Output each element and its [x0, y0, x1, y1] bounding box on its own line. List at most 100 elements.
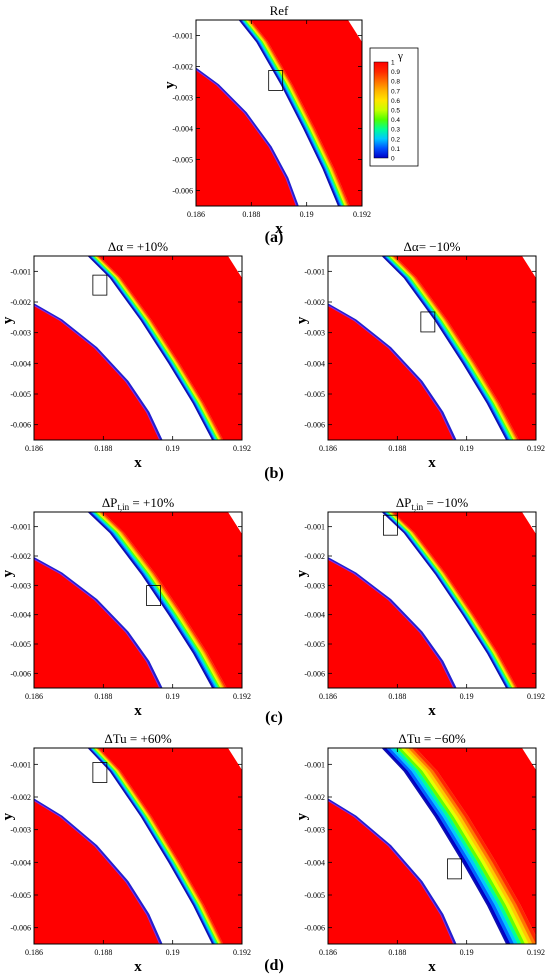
- panel-title: ΔTu = +60%: [104, 731, 172, 746]
- plot-frame: [327, 255, 537, 441]
- x-axis-label: x: [428, 703, 436, 719]
- blade-upper-wall: [238, 20, 340, 206]
- x-tick-label: 0.188: [388, 444, 406, 453]
- y-tick-label: -0.006: [304, 669, 325, 678]
- x-tick-label: 0.19: [460, 948, 474, 957]
- plot-frame: [33, 747, 243, 945]
- blade-lower-wall: [328, 303, 457, 440]
- sublabel: (a): [265, 229, 284, 246]
- blade-upper-wall: [381, 256, 508, 440]
- zoom-box: [92, 274, 108, 296]
- blade-lower-region: [34, 558, 162, 688]
- x-axis-label: x: [134, 959, 142, 975]
- colorbar-tick-label: 0.1: [391, 146, 400, 153]
- x-tick-label: 0.19: [166, 948, 180, 957]
- panel-b-right: -0.001 -0.002 -0.003 -0.004 -0.005 -0.006 0.18…: [294, 239, 545, 471]
- y-tick-label: -0.004: [304, 858, 325, 867]
- blade-lower-region: [34, 799, 162, 944]
- plot-frame: [33, 511, 243, 689]
- bl-layer: [393, 256, 520, 440]
- x-tick-label: 0.188: [388, 692, 406, 701]
- x-tick-label: 0.19: [300, 210, 314, 219]
- corner-cut: [348, 20, 362, 42]
- blade-lower-wall: [34, 557, 163, 688]
- x-axis-label: x: [134, 703, 142, 719]
- x-tick-label: 0.186: [187, 210, 205, 219]
- colorbar-tick-label: 0.4: [391, 117, 400, 124]
- y-tick-label: -0.004: [304, 359, 325, 368]
- y-tick-label: -0.005: [10, 891, 31, 900]
- panel-b-left: -0.001 -0.002 -0.003 -0.004 -0.005 -0.006 0.18…: [0, 239, 251, 471]
- y-tick-label: -0.005: [304, 390, 325, 399]
- y-tick-label: -0.005: [10, 390, 31, 399]
- blade-lower-edge: [34, 558, 161, 688]
- y-tick-label: -0.001: [304, 267, 325, 276]
- y-axis-label: y: [0, 569, 16, 577]
- zoom-box: [420, 311, 436, 333]
- blade-upper-wall: [381, 512, 508, 688]
- blade-lower-wall: [196, 67, 299, 206]
- y-tick-label: -0.002: [10, 552, 31, 561]
- x-tick-label: 0.192: [233, 444, 251, 453]
- blade-lower-region: [328, 799, 456, 944]
- y-axis-label: y: [0, 316, 16, 324]
- y-tick-label: -0.001: [172, 32, 193, 41]
- x-tick-label: 0.19: [460, 444, 474, 453]
- blade-upper-wall: [381, 748, 508, 944]
- blade-upper-region: [99, 256, 242, 440]
- bl-layer: [97, 256, 224, 440]
- y-axis-label: y: [0, 812, 16, 820]
- y-tick-label: -0.003: [304, 329, 325, 338]
- colorbar-tick-label: 0: [391, 156, 395, 163]
- y-tick-label: -0.004: [10, 611, 31, 620]
- y-axis-label: y: [162, 81, 178, 89]
- x-axis-label: x: [275, 221, 283, 237]
- colorbar-tick-label: 0.3: [391, 127, 400, 134]
- y-tick-label: -0.004: [172, 125, 193, 134]
- x-axis-label: x: [428, 959, 436, 975]
- y-tick-label: -0.004: [10, 359, 31, 368]
- blade-lower-region: [196, 68, 298, 206]
- panel-title: ΔPt,in = +10%: [102, 495, 175, 512]
- y-tick-label: -0.006: [10, 924, 31, 933]
- blade-lower-edge: [34, 800, 161, 944]
- x-tick-label: 0.186: [25, 692, 43, 701]
- panel-title: ΔTu = −60%: [398, 731, 466, 746]
- colorbar-tick-label: 0.6: [391, 98, 400, 105]
- blade-upper-region: [99, 748, 242, 944]
- colorbar-tick-label: 0.7: [391, 88, 400, 95]
- y-tick-label: -0.003: [10, 826, 31, 835]
- sublabel: (d): [264, 957, 284, 974]
- colorbar-tick-label: 0.8: [391, 79, 400, 86]
- corner-cut: [522, 256, 536, 278]
- x-tick-label: 0.186: [319, 444, 337, 453]
- panel-title: Δα= −10%: [404, 239, 461, 254]
- y-tick-label: -0.001: [10, 267, 31, 276]
- y-axis-label: y: [294, 569, 310, 577]
- blade-upper-region: [102, 512, 242, 688]
- bl-layer: [100, 512, 227, 688]
- panel-d-left: -0.001 -0.002 -0.003 -0.004 -0.005 -0.006 0.18…: [0, 731, 251, 975]
- panel-c-right: -0.001 -0.002 -0.003 -0.004 -0.005 -0.006 0.18…: [294, 495, 545, 719]
- y-tick-label: -0.005: [304, 640, 325, 649]
- x-tick-label: 0.188: [94, 444, 112, 453]
- y-tick-label: -0.005: [10, 640, 31, 649]
- panel-d-right: -0.001 -0.002 -0.003 -0.004 -0.005 -0.006 0.18…: [294, 731, 545, 975]
- blade-lower-wall: [328, 798, 457, 944]
- y-tick-label: -0.005: [304, 891, 325, 900]
- x-tick-label: 0.188: [94, 948, 112, 957]
- y-tick-label: -0.004: [10, 858, 31, 867]
- colorbar-tick-label: 0.5: [391, 108, 400, 115]
- y-tick-label: -0.001: [304, 523, 325, 532]
- x-axis-label: x: [134, 455, 142, 471]
- colorbar-title: γ: [397, 50, 403, 62]
- x-tick-label: 0.188: [388, 948, 406, 957]
- blade-upper-wall: [87, 748, 214, 944]
- blade-upper-wall: [87, 512, 214, 688]
- x-tick-label: 0.192: [233, 692, 251, 701]
- bl-layer: [411, 748, 536, 944]
- y-tick-label: -0.004: [304, 611, 325, 620]
- y-tick-label: -0.005: [172, 156, 193, 165]
- blade-upper-region: [415, 748, 536, 937]
- x-tick-label: 0.186: [319, 692, 337, 701]
